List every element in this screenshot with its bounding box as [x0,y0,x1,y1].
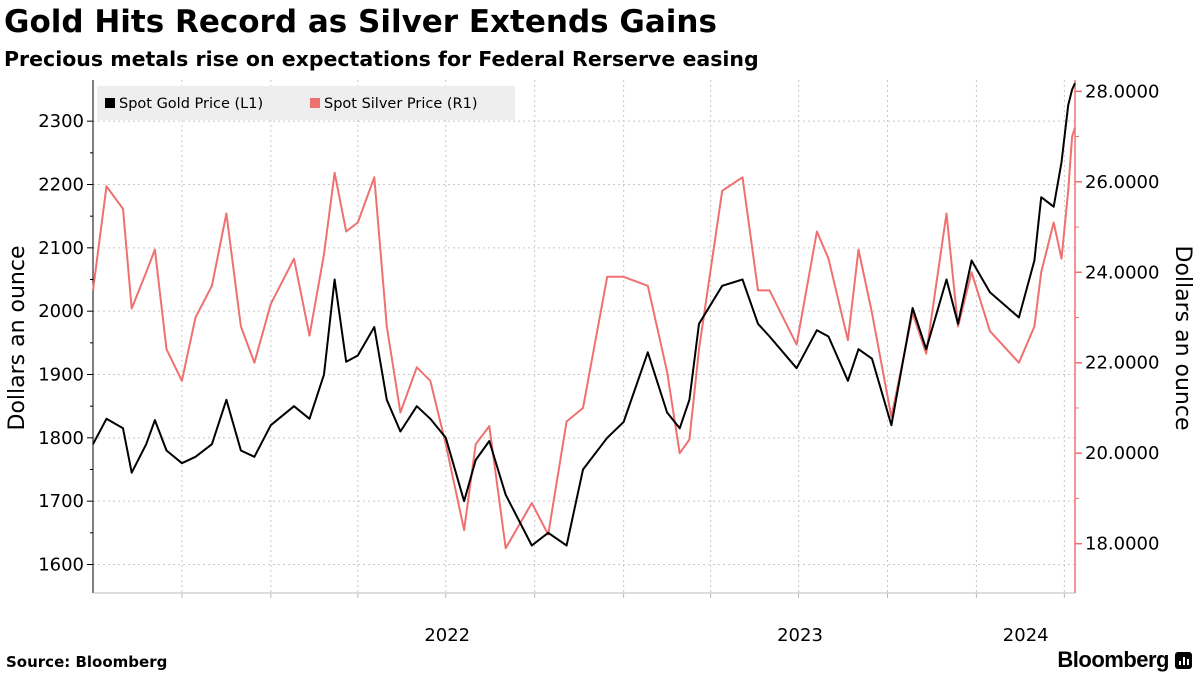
left-tick-label: 1900 [38,365,84,386]
left-tick-label: 2200 [38,175,84,196]
series [92,82,1076,550]
left-tick-label: 1600 [38,555,84,576]
right-tick-label: 22.0000 [1085,353,1159,374]
right-tick-label: 20.0000 [1085,443,1159,464]
right-tick-label: 24.0000 [1085,262,1159,283]
gold-price-line [92,82,1076,547]
logo-wordmark: Bloomberg [1057,647,1169,672]
left-tick-label: 2100 [38,238,84,259]
legend-background [97,86,515,120]
axes [92,80,1076,594]
left-tick-label: 2300 [38,111,84,132]
right-tick-label: 18.0000 [1085,534,1159,555]
legend: Spot Gold Price (L1) Spot Silver Price (… [97,86,515,120]
legend-swatch-gold [105,98,115,108]
legend-label-gold: Spot Gold Price (L1) [119,96,263,112]
left-axis-ticks: 1600 1700 1800 1900 2000 2100 2200 2300 [38,111,93,576]
legend-label-silver: Spot Silver Price (R1) [324,96,478,112]
left-tick-label: 2000 [38,301,84,322]
legend-swatch-silver [310,98,320,108]
left-axis-title: Dollars an ounce [5,245,30,430]
left-tick-label: 1700 [38,491,84,512]
x-tick-label: 2022 [424,625,470,646]
chart-subtitle: Precious metals rise on expectations for… [4,47,759,71]
bloomberg-logo: Bloomberg [1057,646,1192,674]
chart-title: Gold Hits Record as Silver Extends Gains [4,4,717,40]
right-tick-label: 26.0000 [1085,172,1159,193]
right-axis-title: Dollars an ounce [1170,245,1195,430]
x-axis-ticks: 2022 2023 2024 [181,593,1065,646]
source-note: Source: Bloomberg [6,653,168,671]
right-axis-ticks: 18.0000 20.0000 22.0000 24.0000 26.0000 28.00… [1075,81,1159,555]
right-tick-label: 28.0000 [1085,81,1159,102]
bar-chart-icon [1175,651,1192,669]
x-tick-label: 2023 [777,625,823,646]
left-tick-label: 1800 [38,428,84,449]
x-tick-label: 2024 [1003,625,1049,646]
silver-price-line [92,127,1076,550]
